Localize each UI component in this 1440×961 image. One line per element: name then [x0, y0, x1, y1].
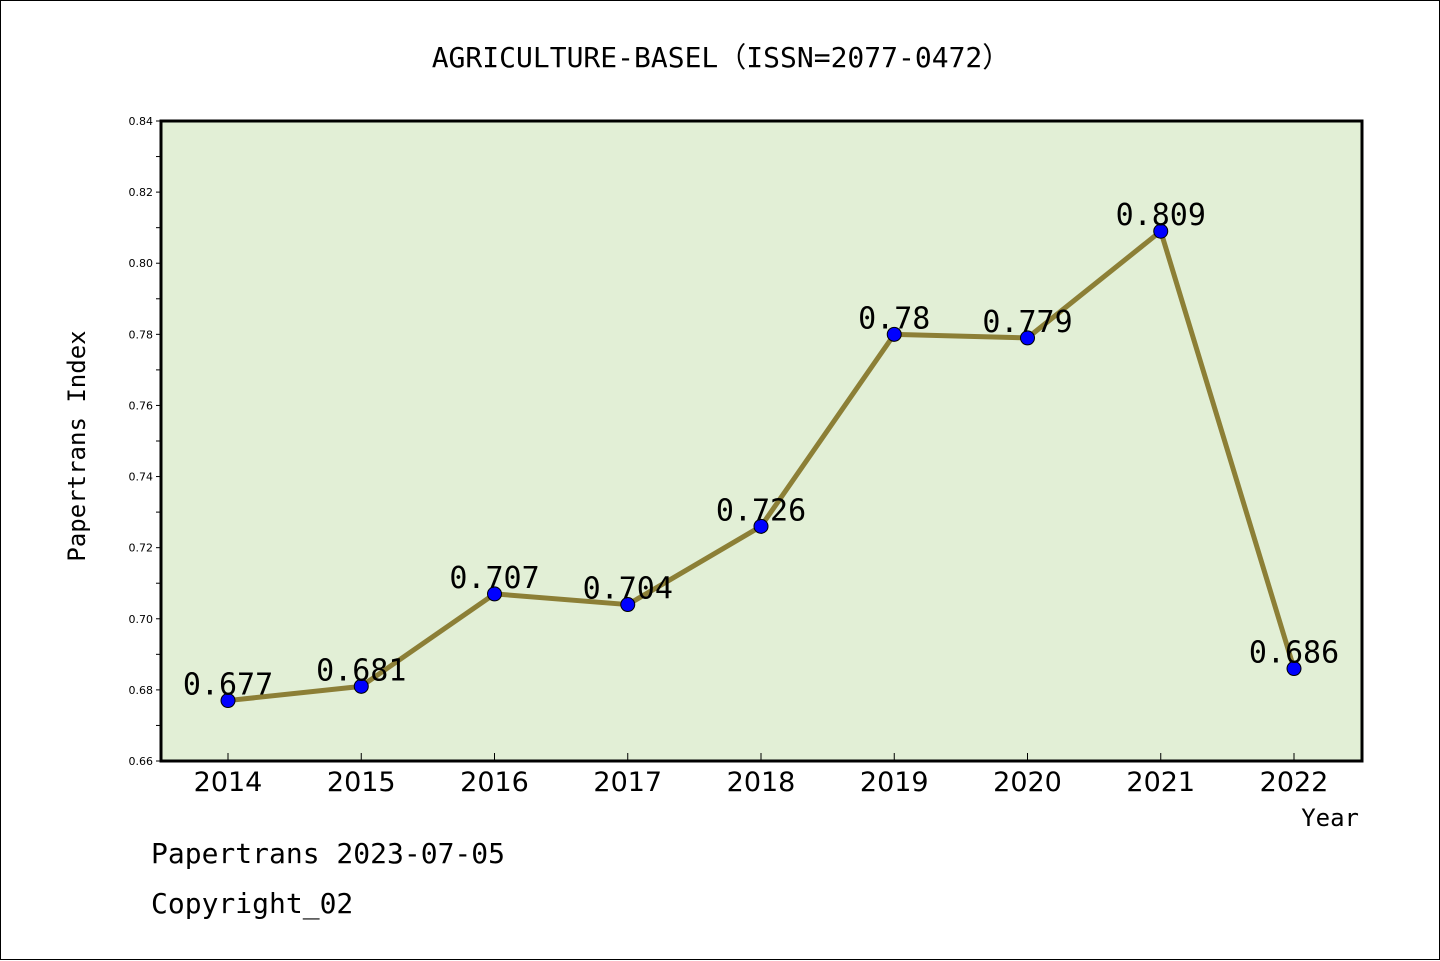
x-axis-ticks: 2014 2015 2016 2017 2018 2019 2020 2021 2022	[194, 753, 1329, 798]
y-tick-label: 0.72	[129, 542, 154, 555]
data-label-2021: 0.809	[1116, 198, 1206, 233]
data-label-2020: 0.779	[982, 305, 1072, 340]
x-tick-label: 2017	[593, 767, 662, 798]
y-tick-label: 0.74	[129, 471, 154, 484]
y-tick-label: 0.82	[129, 186, 154, 199]
y-tick-label: 0.84	[129, 115, 154, 128]
x-tick-label: 2018	[727, 767, 796, 798]
y-axis-ticks: 0.66 0.68 0.70 0.72 0.74 0.76 0.78 0.80 0.82 0.84	[129, 115, 161, 768]
data-point-2015	[353, 678, 369, 694]
y-tick-label: 0.70	[129, 613, 154, 626]
data-point-2017	[620, 597, 636, 613]
x-tick-label: 2016	[460, 767, 529, 798]
y-tick-label: 0.66	[129, 755, 154, 768]
x-tick-label: 2015	[327, 767, 396, 798]
data-label-2018: 0.726	[716, 493, 806, 528]
data-point-2019	[886, 326, 902, 342]
data-label-2015: 0.681	[316, 653, 406, 688]
y-axis-title: Papertrans Index	[63, 330, 91, 561]
x-tick-label: 2020	[993, 767, 1062, 798]
y-tick-label: 0.80	[129, 257, 154, 270]
x-tick-label: 2014	[194, 767, 263, 798]
data-point-2021	[1153, 223, 1169, 239]
chart-title: AGRICULTURE-BASEL（ISSN=2077-0472）	[432, 41, 1011, 74]
footer-copyright-text: Copyright_02	[151, 887, 354, 920]
data-point-2018	[753, 518, 769, 534]
x-tick-label: 2021	[1126, 767, 1195, 798]
data-point-2022	[1286, 661, 1302, 677]
data-label-2019: 0.78	[858, 301, 930, 336]
data-label-2016: 0.707	[449, 561, 539, 596]
data-label-2022: 0.686	[1249, 636, 1339, 671]
x-tick-label: 2022	[1260, 767, 1329, 798]
data-labels: 0.677 0.681 0.707 0.704 0.726 0.78 0.779 0.809 0…	[183, 198, 1339, 702]
y-tick-label: 0.76	[129, 399, 154, 412]
y-tick-label: 0.68	[129, 684, 154, 697]
x-axis-title: Year	[1301, 804, 1359, 832]
x-tick-label: 2019	[860, 767, 929, 798]
data-point-2016	[487, 586, 502, 602]
y-tick-label: 0.78	[129, 328, 154, 341]
data-label-2017: 0.704	[583, 572, 673, 607]
data-point-2020	[1020, 330, 1035, 346]
data-point-2014	[220, 693, 236, 709]
data-markers	[220, 223, 1302, 709]
data-label-2014: 0.677	[183, 668, 273, 703]
footer-date-text: Papertrans 2023-07-05	[151, 837, 506, 870]
plot-border	[159, 119, 1364, 763]
